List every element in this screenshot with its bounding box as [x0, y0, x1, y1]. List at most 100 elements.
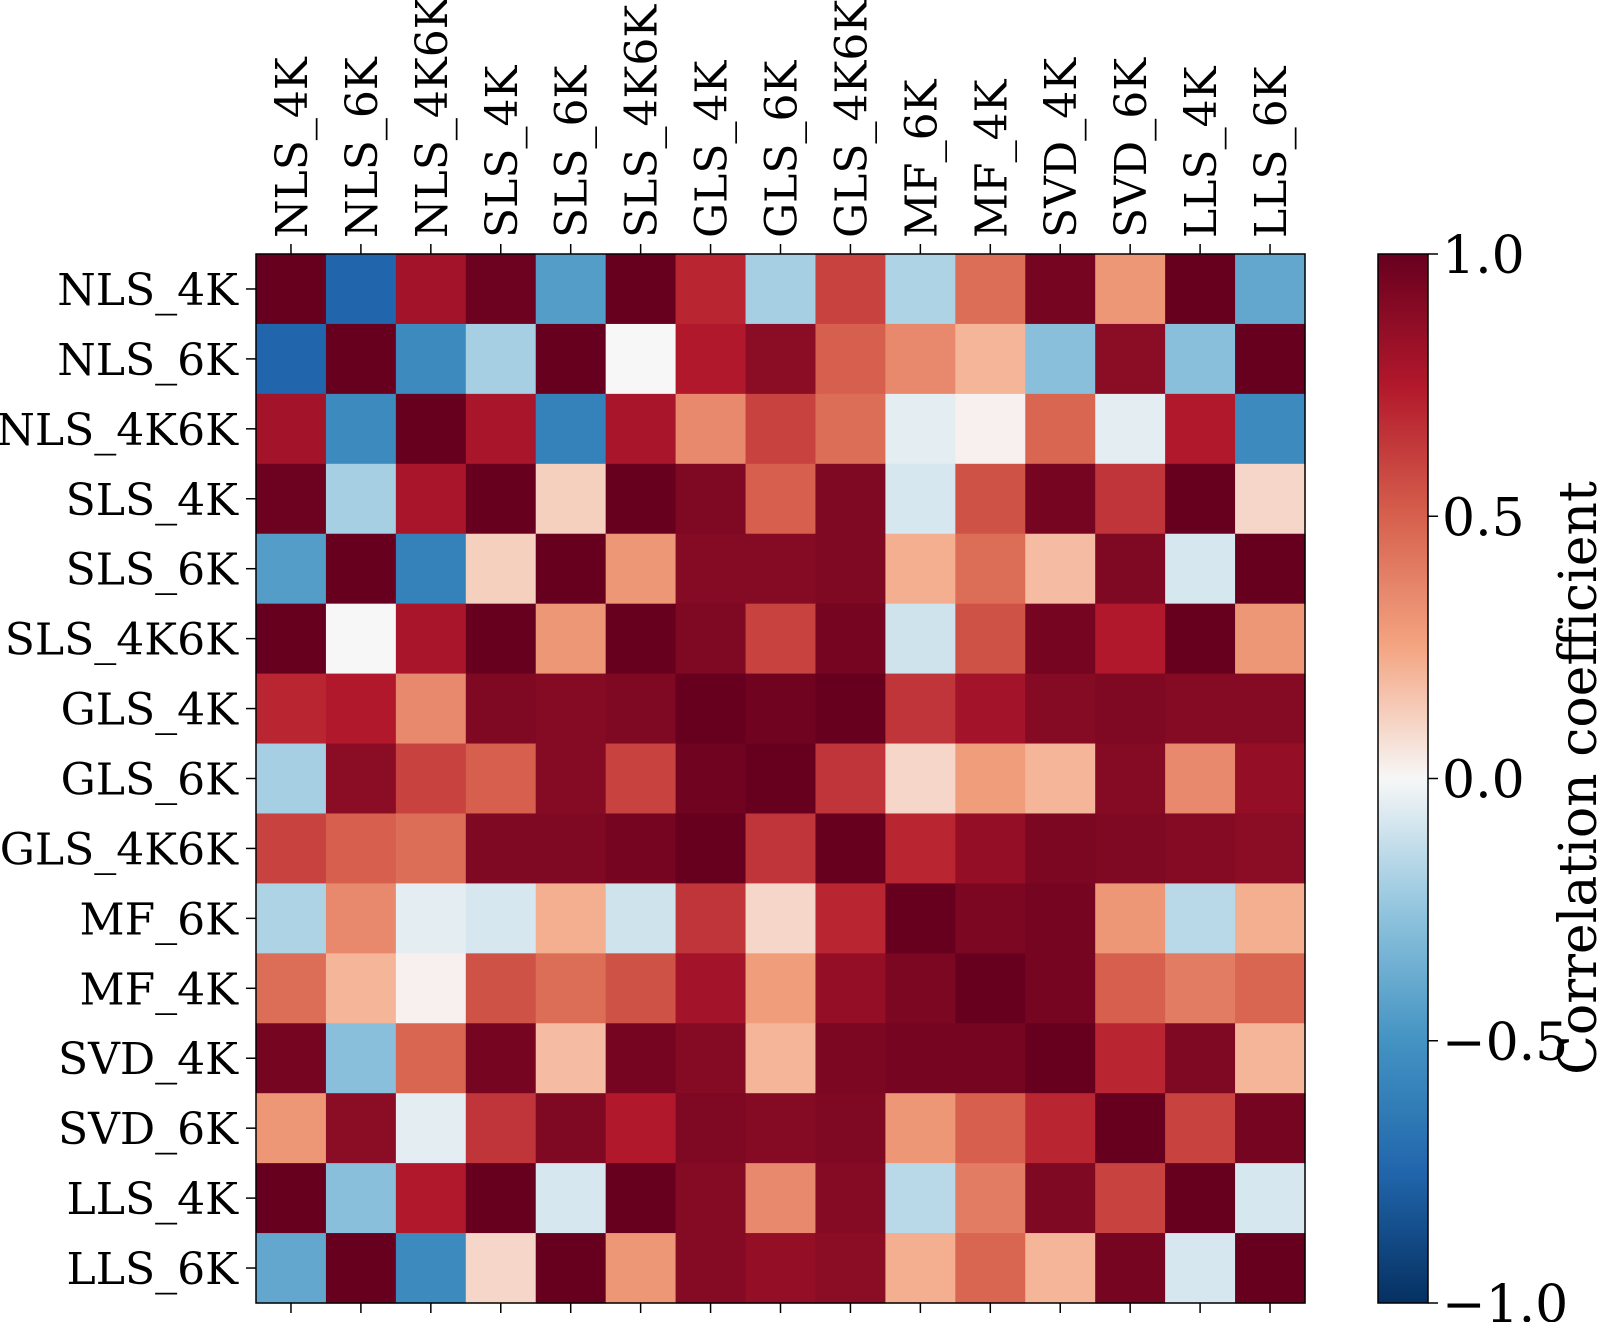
heatmap-cell	[885, 1023, 956, 1094]
heatmap-cell	[745, 254, 817, 325]
heatmap-cell	[535, 1233, 607, 1304]
colorbar-tick-label: 1.0	[1442, 226, 1525, 286]
heatmap-cell	[325, 393, 397, 465]
heatmap-cell	[1025, 254, 1096, 325]
heatmap-cell	[1095, 743, 1166, 815]
heatmap-cell	[675, 533, 747, 605]
heatmap-cell	[1235, 1093, 1306, 1164]
heatmap-cell	[745, 883, 817, 954]
heatmap-cell	[465, 883, 537, 954]
heatmap-cell	[256, 673, 327, 745]
heatmap-cell	[256, 1023, 327, 1094]
y-tick-label: SVD_6K	[58, 1104, 239, 1155]
heatmap-cell	[745, 533, 817, 605]
x-tick-label: MF_6K	[896, 78, 947, 238]
heatmap-cell	[1165, 1093, 1236, 1164]
heatmap-cell	[675, 1233, 747, 1304]
heatmap-cell	[605, 953, 677, 1024]
heatmap-cell	[745, 393, 817, 465]
heatmap-cell	[1025, 1233, 1096, 1304]
heatmap-cell	[1235, 673, 1306, 745]
x-tick-label: GLS_4K	[687, 59, 738, 238]
heatmap-cell	[1025, 1163, 1096, 1234]
heatmap-cell	[675, 393, 747, 465]
heatmap-cell	[1235, 953, 1306, 1024]
heatmap-cell	[1095, 1023, 1166, 1094]
heatmap-cell	[885, 673, 956, 745]
heatmap-cell	[256, 323, 327, 395]
heatmap-cell	[465, 533, 537, 605]
heatmap-cell	[395, 743, 467, 815]
heatmap-cell	[955, 953, 1026, 1024]
heatmap-cell	[325, 673, 397, 745]
heatmap-cell	[1025, 813, 1096, 884]
heatmap-cell	[885, 323, 956, 395]
heatmap-cell	[1165, 1233, 1236, 1304]
x-tick-label: GLS_4K6K	[826, 0, 877, 238]
heatmap-cell	[1025, 463, 1096, 535]
y-tick-label: LLS_6K	[67, 1244, 240, 1295]
heatmap-cell	[815, 533, 886, 605]
heatmap-cell	[955, 1093, 1026, 1164]
heatmap-cell	[535, 533, 607, 605]
heatmap-cell	[605, 463, 677, 535]
y-axis-ticks: NLS_4K NLS_6K NLS_4K6K SLS_4K SLS_6K SLS_4K6K…	[0, 265, 256, 1295]
heatmap-cell	[1095, 463, 1166, 535]
heatmap-cell	[885, 813, 956, 884]
heatmap-cell	[256, 883, 327, 954]
heatmap-cell	[955, 533, 1026, 605]
heatmap-cell	[1025, 1023, 1096, 1094]
heatmap-cell	[815, 323, 886, 395]
heatmap-cell	[465, 603, 537, 675]
heatmap-cell	[256, 1163, 327, 1234]
heatmap-cell	[1165, 1023, 1236, 1094]
heatmap-cell	[465, 393, 537, 465]
heatmap-cell	[535, 673, 607, 745]
colorbar-tick-label: −0.5	[1442, 1013, 1568, 1073]
heatmap-cell	[815, 603, 886, 675]
x-tick-label: SLS_6K	[547, 65, 598, 238]
heatmap-cell	[815, 1233, 886, 1304]
heatmap-cell	[1025, 883, 1096, 954]
heatmap-cell	[1095, 883, 1166, 954]
heatmap-cell	[885, 393, 956, 465]
heatmap-cell	[1235, 533, 1306, 605]
heatmap-cell	[1095, 323, 1166, 395]
heatmap-cell	[885, 1093, 956, 1164]
heatmap-cell	[605, 1163, 677, 1234]
heatmap-cell	[675, 743, 747, 815]
heatmap-cell	[745, 673, 817, 745]
heatmap-cell	[465, 673, 537, 745]
heatmap-cell	[1165, 813, 1236, 884]
heatmap-cell	[395, 463, 467, 535]
x-tick-label: NLS_4K	[267, 56, 318, 238]
heatmap-cell	[605, 883, 677, 954]
heatmap-cell	[815, 463, 886, 535]
heatmap-cell	[675, 1163, 747, 1234]
heatmap-cell	[325, 883, 397, 954]
colorbar: 1.0 0.5 0.0 −0.5 −1.0 Correlation coefficien…	[1377, 226, 1609, 1322]
heatmap-cell	[605, 1233, 677, 1304]
heatmap-cell	[1025, 603, 1096, 675]
heatmap-cell	[535, 953, 607, 1024]
heatmap-cell	[955, 1163, 1026, 1234]
heatmap-cell	[745, 1023, 817, 1094]
heatmap-cell	[675, 673, 747, 745]
heatmap-cell	[955, 743, 1026, 815]
heatmap-cell	[256, 1093, 327, 1164]
heatmap-cell	[395, 254, 467, 325]
heatmap-cell	[745, 743, 817, 815]
colorbar-tick-label: 0.0	[1442, 751, 1525, 811]
heatmap-cell	[465, 1163, 537, 1234]
heatmap-cell	[256, 603, 327, 675]
heatmap-cell	[1025, 1093, 1096, 1164]
heatmap-cell	[395, 1093, 467, 1164]
heatmap-cell	[675, 1023, 747, 1094]
heatmap-cell	[1095, 953, 1166, 1024]
heatmap-cell	[325, 1163, 397, 1234]
y-tick-label: SLS_6K	[66, 545, 239, 596]
heatmap-cell	[535, 1023, 607, 1094]
heatmap-cell	[1095, 603, 1166, 675]
heatmap-cell	[885, 1233, 956, 1304]
heatmap-cell	[815, 743, 886, 815]
